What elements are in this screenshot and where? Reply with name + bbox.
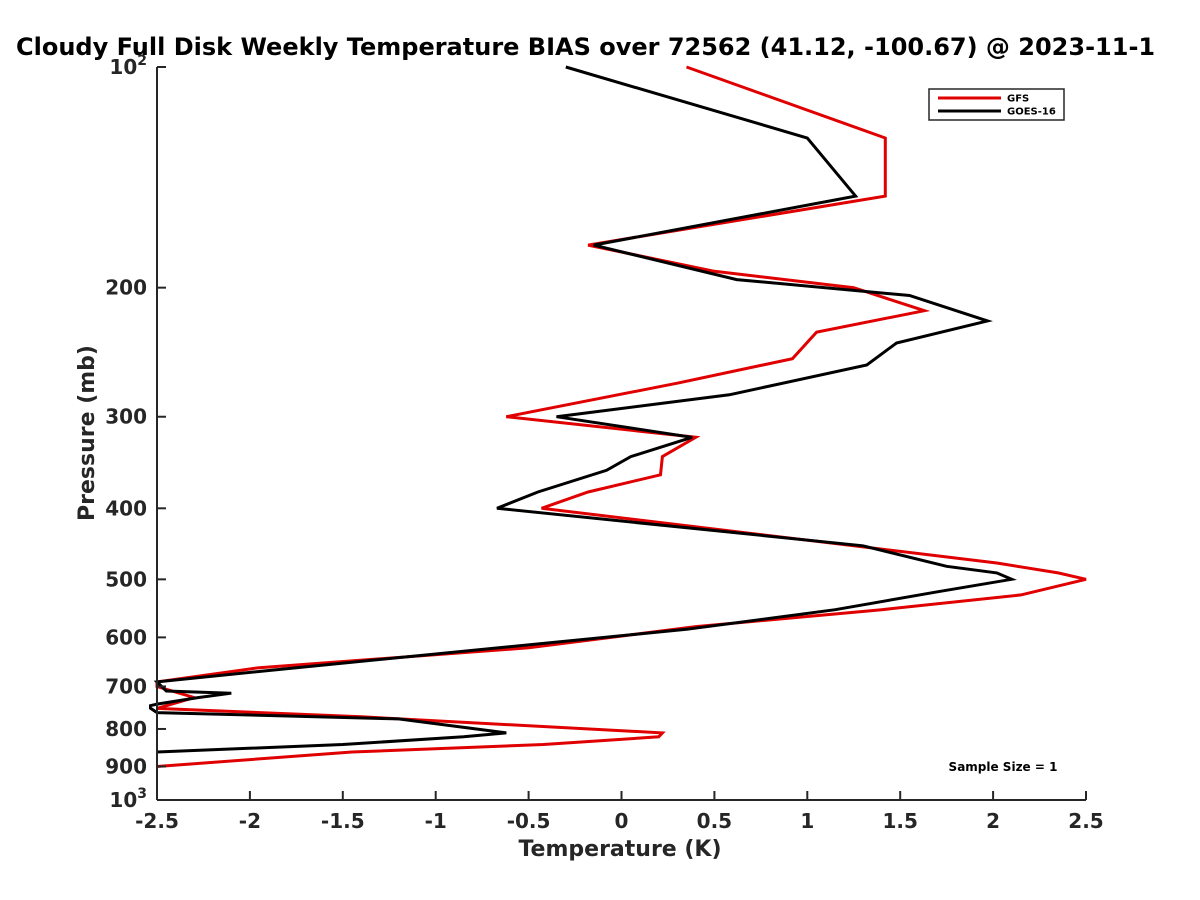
legend-box — [928, 88, 1065, 121]
legend-label-goes-16: GOES-16 — [1007, 107, 1056, 118]
x-tick-label: 2.5 — [1068, 809, 1103, 833]
y-tick-label: 103 — [109, 786, 147, 812]
y-tick-label: 700 — [105, 674, 147, 698]
legend-label-gfs: GFS — [1007, 94, 1029, 105]
y-tick-label: 400 — [105, 496, 147, 520]
sample-size-annotation: Sample Size = 1 — [949, 760, 1058, 774]
x-tick-label: 2 — [986, 809, 1000, 833]
y-tick-label: 500 — [105, 567, 147, 591]
y-tick-label: 900 — [105, 754, 147, 778]
y-tick-label: 600 — [105, 625, 147, 649]
x-tick-label: 1.5 — [882, 809, 917, 833]
x-tick-label: -2 — [239, 809, 261, 833]
chart-title: Cloudy Full Disk Weekly Temperature BIAS… — [16, 33, 1155, 61]
x-tick-label: 0 — [615, 809, 629, 833]
x-tick-label: 0.5 — [697, 809, 732, 833]
x-tick-label: -1.5 — [321, 809, 365, 833]
plot-area — [149, 65, 1087, 768]
y-tick-label: 300 — [105, 405, 147, 429]
series-line-gfs — [155, 65, 1087, 768]
axes: -2.5 -2 -1.5 -1 -0.5 0 0.5 1 1.5 2 2.5 102 200 300 400… — [105, 53, 1103, 833]
legend: GFS GOES-16 — [928, 88, 1065, 121]
x-axis-label: Temperature (K) — [518, 837, 721, 862]
x-tick-label: -2.5 — [135, 809, 179, 833]
y-axis-label: Pressure (mb) — [75, 345, 100, 521]
series-line-goes-16 — [149, 65, 1017, 754]
y-tick-label: 102 — [109, 53, 147, 79]
x-tick-label: -1 — [425, 809, 447, 833]
y-tick-label: 200 — [105, 276, 147, 300]
y-tick-label: 800 — [105, 717, 147, 741]
x-tick-label: 1 — [800, 809, 814, 833]
x-tick-label: -0.5 — [507, 809, 551, 833]
